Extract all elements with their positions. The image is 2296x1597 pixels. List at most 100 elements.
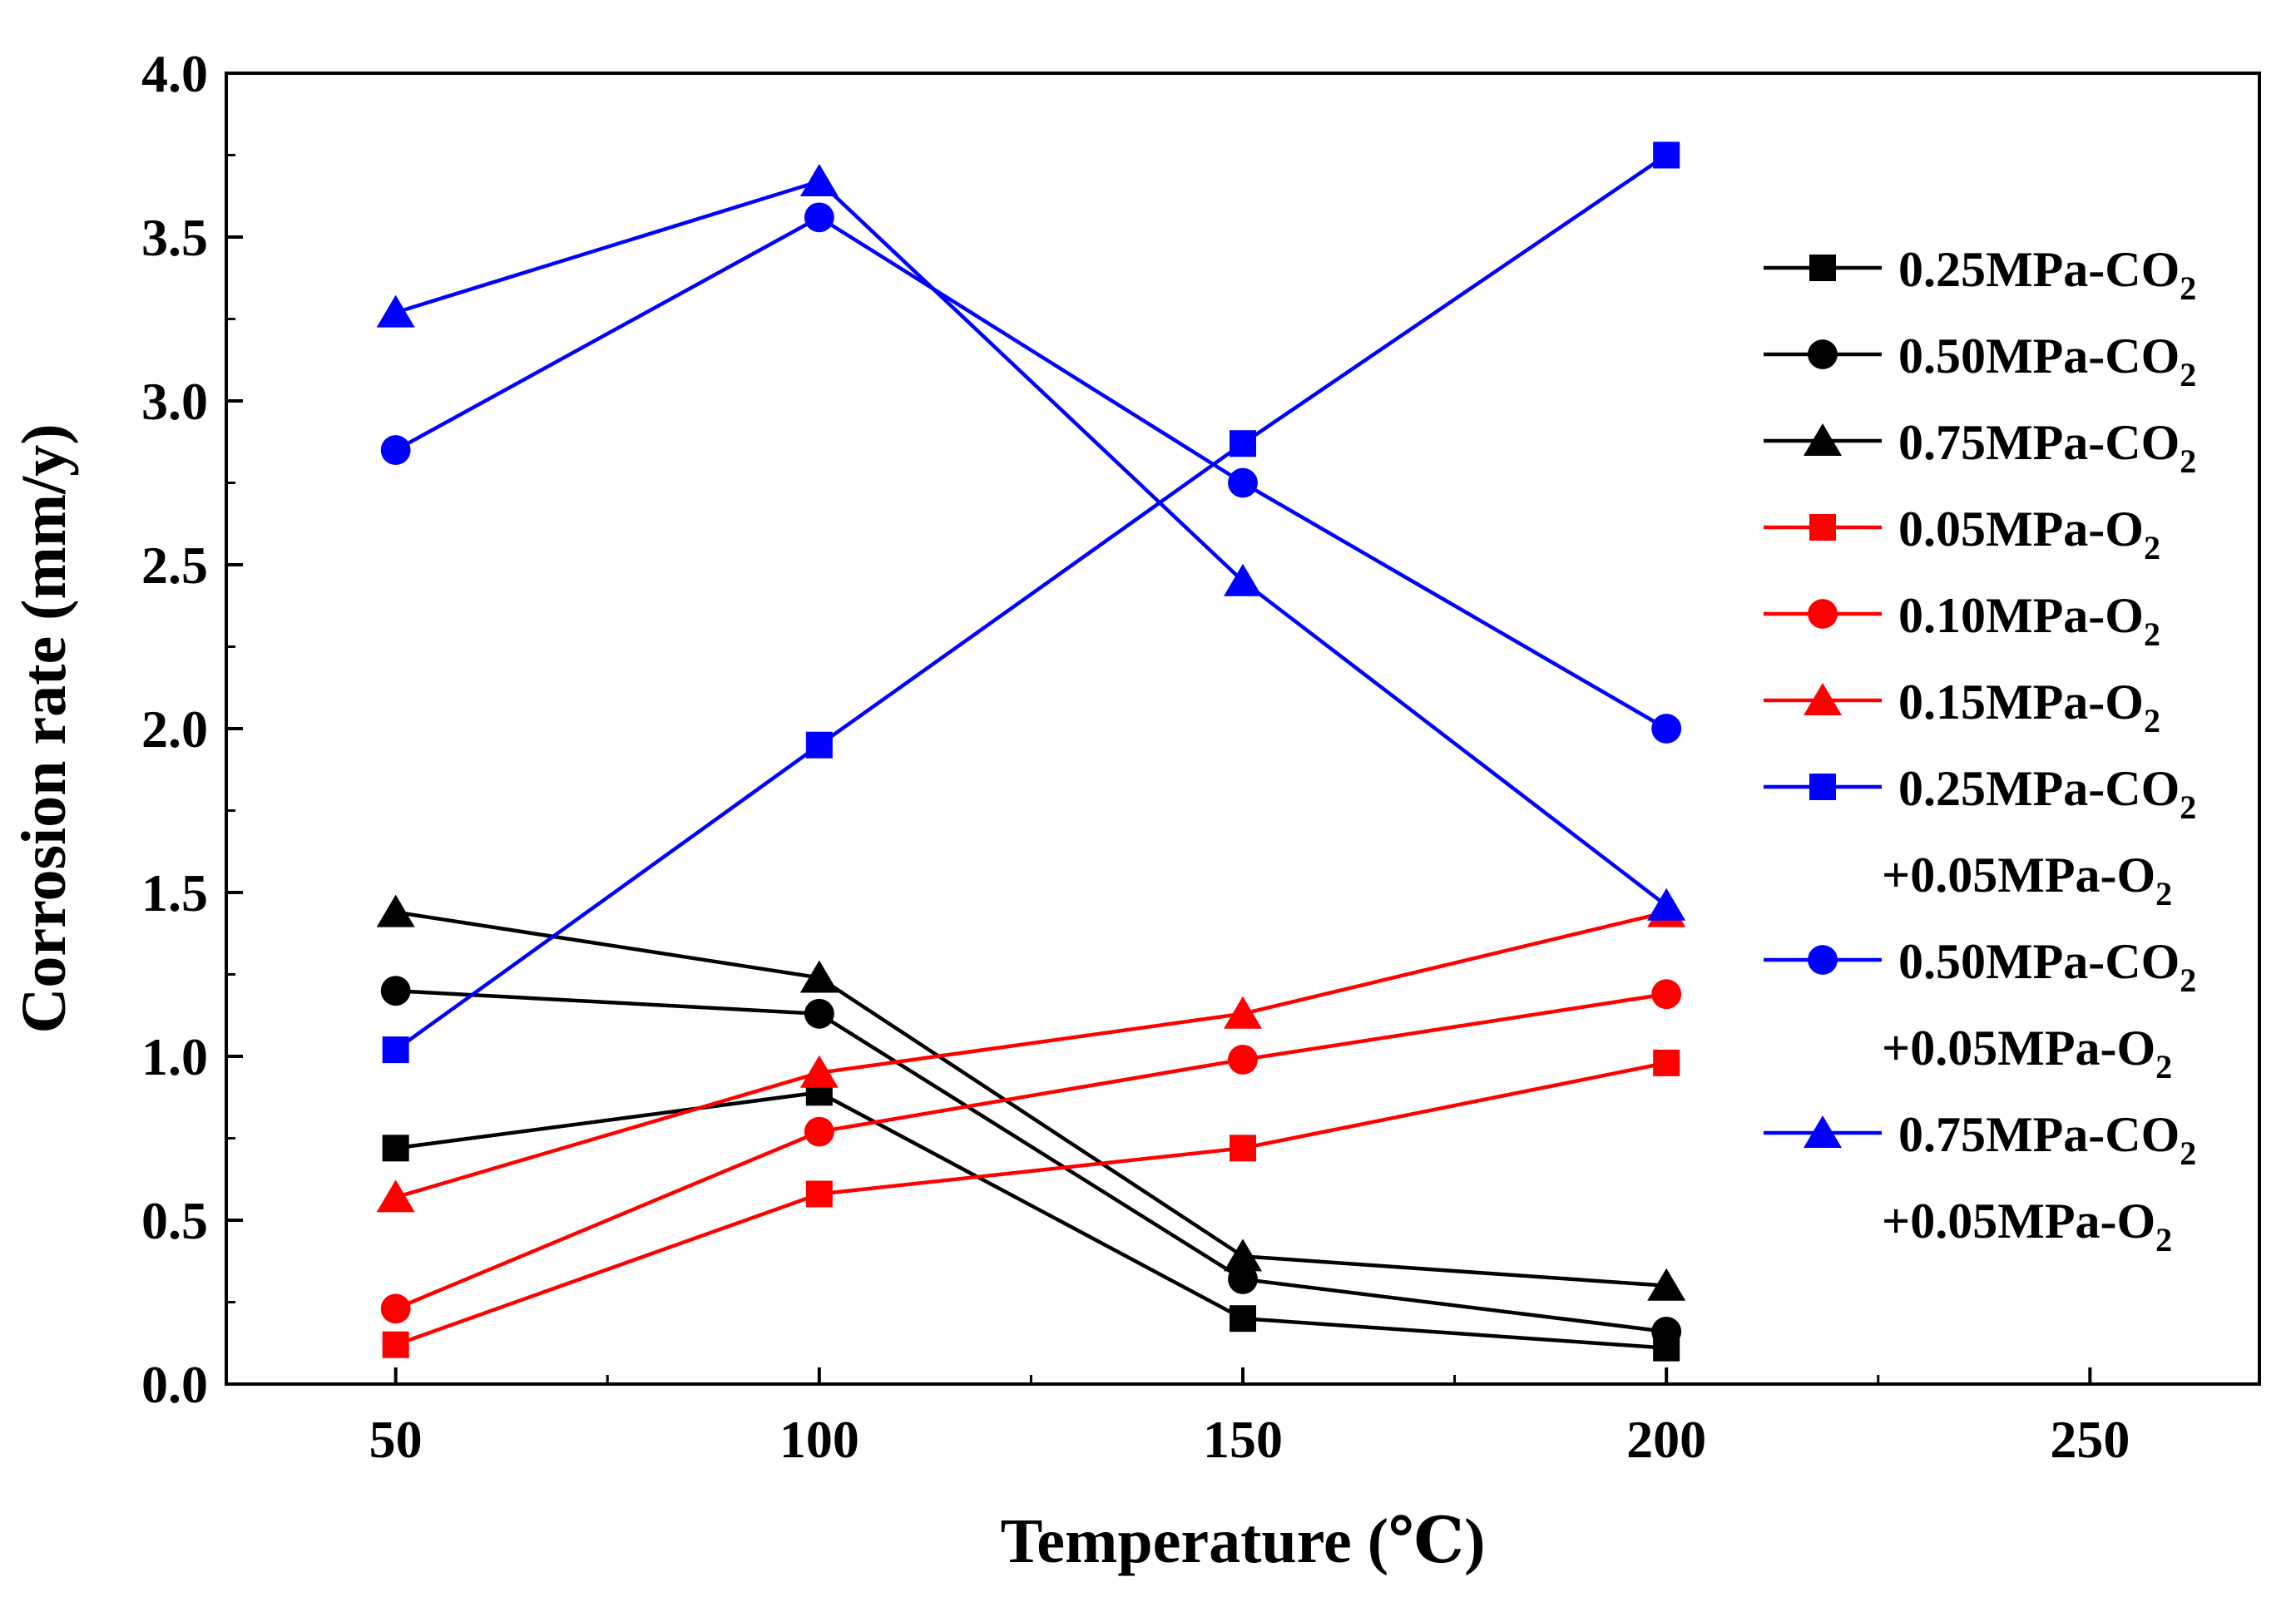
legend-label-subscript: 2	[2180, 1135, 2196, 1172]
legend: 0.25MPa-CO20.50MPa-CO20.75MPa-CO20.05MPa…	[1764, 242, 2196, 1258]
legend-label-line2-subscript: 2	[2155, 1221, 2172, 1258]
data-point	[799, 1055, 839, 1088]
plot-frame	[225, 72, 2261, 1386]
legend-label-line2-subscript: 2	[2155, 1048, 2172, 1085]
legend-label-main: 0.75MPa-CO	[1898, 415, 2180, 470]
data-point	[804, 202, 834, 233]
series-layer	[376, 141, 1686, 1362]
series-7	[382, 141, 1680, 1064]
series-line	[395, 179, 1668, 907]
x-tick-label: 50	[369, 1410, 423, 1469]
series-line	[395, 988, 1667, 1334]
y-tick-label: 3.5	[141, 208, 208, 267]
data-point	[380, 1293, 411, 1324]
legend-entry: 0.25MPa-CO2+0.05MPa-O2	[1764, 761, 2196, 912]
data-point	[805, 1180, 833, 1208]
data-point	[1224, 996, 1262, 1029]
data-point	[1230, 1305, 1256, 1332]
data-point	[799, 960, 839, 993]
x-tick-label: 150	[1203, 1410, 1283, 1469]
series-line	[394, 215, 1668, 730]
data-point	[1228, 1264, 1258, 1294]
legend-label-subscript: 2	[2144, 616, 2160, 653]
legend-label: 0.50MPa-CO2	[1898, 329, 2196, 393]
legend-label-main: 0.50MPa-CO	[1898, 329, 2180, 383]
y-tick-label: 3.0	[141, 372, 208, 431]
series-8	[380, 202, 1682, 744]
data-point	[382, 1331, 409, 1358]
legend-label-line2: +0.05MPa-O2	[1882, 1194, 2172, 1258]
legend-label-subscript: 2	[2144, 529, 2160, 566]
legend-entry: 0.75MPa-CO2+0.05MPa-O2	[1764, 1107, 2196, 1258]
legend-label-line2-subscript: 2	[2155, 875, 2172, 912]
series-4	[382, 1049, 1680, 1358]
data-point	[380, 435, 411, 466]
legend-label-subscript: 2	[2180, 962, 2196, 999]
y-tick-label: 1.0	[141, 1027, 208, 1086]
legend-entry: 0.50MPa-CO2+0.05MPa-O2	[1764, 934, 2196, 1085]
legend-marker	[1809, 774, 1836, 800]
data-point	[1224, 1239, 1262, 1272]
legend-label-main: 0.25MPa-CO	[1898, 761, 2180, 816]
legend-label-line2-main: +0.05MPa-O	[1882, 848, 2155, 902]
legend-label-subscript: 2	[2180, 356, 2196, 393]
data-point	[380, 976, 411, 1006]
legend-label: 0.05MPa-O2	[1898, 502, 2160, 566]
series-2	[380, 976, 1682, 1347]
data-point	[1230, 1135, 1256, 1162]
data-point	[799, 164, 839, 197]
data-point	[376, 294, 415, 328]
legend-label-main: 0.25MPa-CO	[1898, 242, 2180, 297]
series-6	[376, 894, 1686, 1213]
legend-label-line2: +0.05MPa-O2	[1882, 848, 2172, 912]
data-point	[376, 894, 415, 927]
data-point	[1653, 1049, 1680, 1076]
legend-label-subscript: 2	[2180, 789, 2196, 826]
legend-entry: 0.25MPa-CO2	[1764, 242, 2196, 307]
data-point	[1228, 467, 1258, 498]
data-point	[804, 1116, 834, 1147]
data-point	[1651, 979, 1682, 1010]
series-line	[395, 1090, 1667, 1350]
data-point	[1647, 1268, 1686, 1301]
series-line	[394, 1061, 1667, 1347]
legend-entry: 0.10MPa-O2	[1764, 588, 2160, 653]
series-5	[380, 979, 1682, 1324]
data-point	[382, 1036, 409, 1064]
legend-label: 0.25MPa-CO2	[1898, 242, 2196, 307]
legend-label-main: 0.75MPa-CO	[1898, 1107, 2180, 1162]
series-9	[376, 164, 1686, 921]
data-point	[805, 731, 833, 759]
y-tick-label: 0.5	[141, 1191, 208, 1250]
legend-label-subscript: 2	[2144, 702, 2160, 739]
legend-entry: 0.50MPa-CO2	[1764, 329, 2196, 393]
axes: 0.0 0.5 1.0 1.5 2.0 2.5 3.0 3.5 4.0 50 100 150 200 25…	[141, 44, 2130, 1469]
series-3	[376, 894, 1686, 1301]
legend-marker	[1809, 514, 1836, 541]
legend-marker	[1809, 255, 1836, 281]
data-point	[382, 1135, 409, 1162]
series-line	[394, 153, 1668, 1051]
y-axis-title: Corrosion rate (mm/y)	[9, 423, 79, 1033]
legend-marker	[1808, 599, 1838, 629]
data-point	[1651, 714, 1682, 744]
y-tick-label: 2.0	[141, 700, 208, 759]
legend-label: 0.75MPa-CO2	[1898, 415, 2196, 480]
y-tick-label: 4.0	[141, 44, 208, 103]
series-line	[395, 910, 1667, 1199]
x-tick-label: 250	[2050, 1410, 2130, 1469]
data-point	[804, 998, 834, 1029]
data-point	[376, 1179, 415, 1213]
series-line	[394, 991, 1667, 1311]
legend-label-subscript: 2	[2180, 443, 2196, 480]
legend-label-subscript: 2	[2180, 269, 2196, 307]
series-1	[382, 1079, 1680, 1362]
legend-label-line2-main: +0.05MPa-O	[1882, 1194, 2155, 1248]
data-point	[1228, 1045, 1258, 1075]
legend-marker	[1808, 945, 1838, 975]
data-point	[1224, 563, 1262, 596]
data-point	[1651, 1317, 1682, 1347]
y-tick-label: 0.0	[141, 1355, 208, 1414]
legend-marker	[1804, 423, 1842, 456]
